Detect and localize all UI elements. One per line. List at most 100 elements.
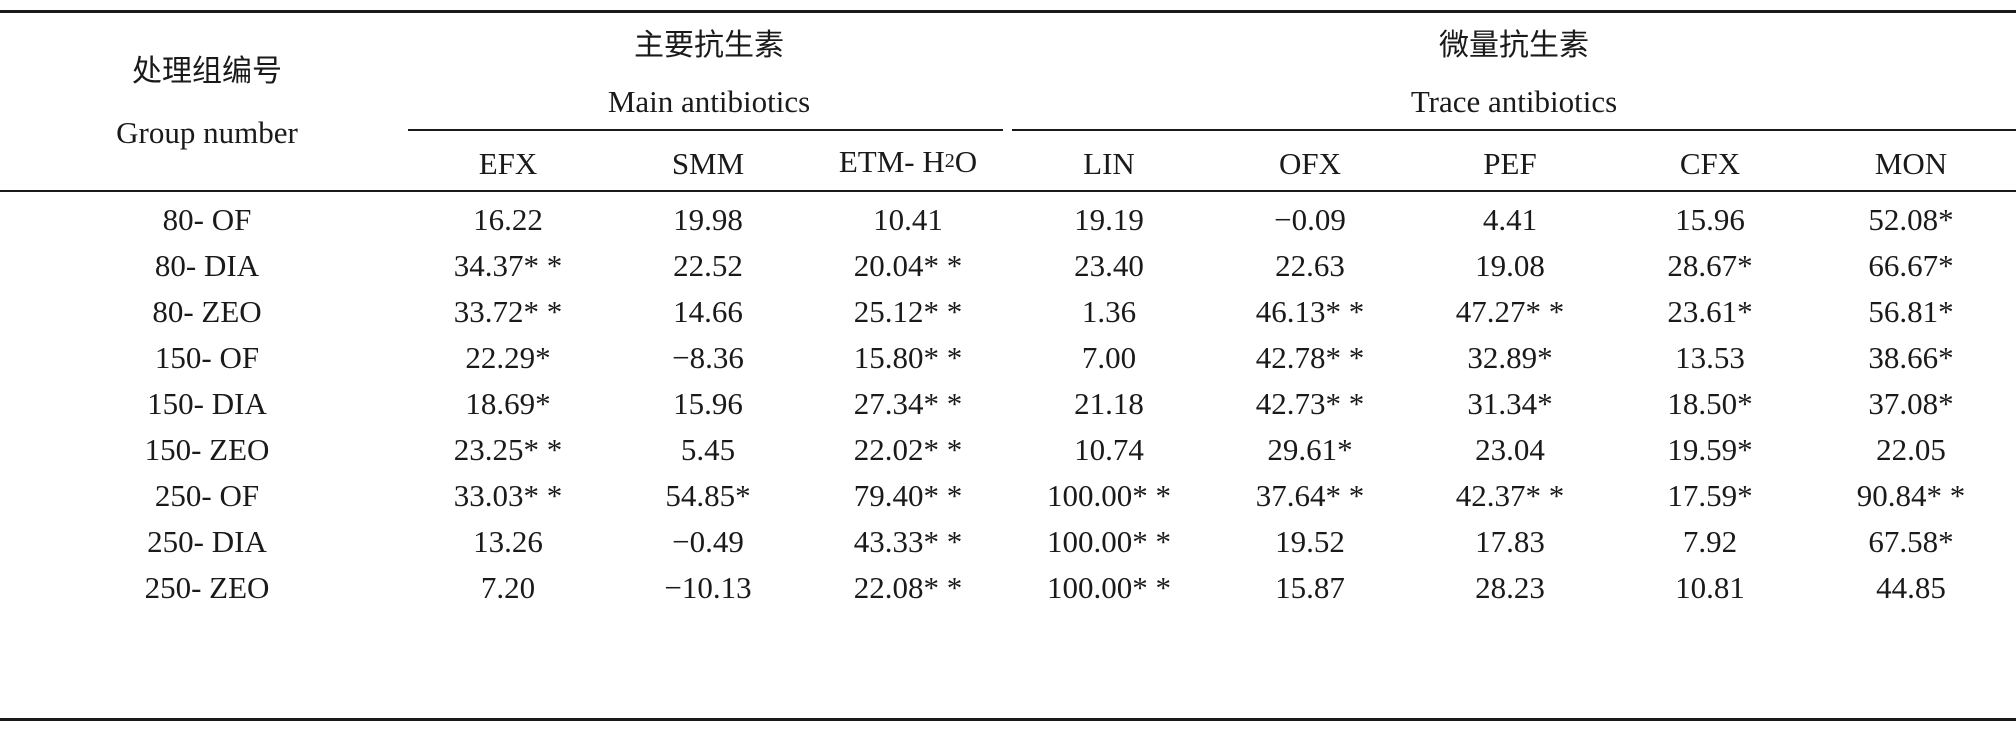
value-cell: 22.05 (1876, 432, 1946, 467)
value-cell: 22.63 (1275, 247, 1345, 283)
value-cell: 100.00* * (1047, 478, 1171, 514)
value-cell: 17.83 (1475, 524, 1545, 560)
value-cell: 100.00* * (1047, 570, 1171, 606)
value-cell: 28.67* (1667, 247, 1753, 283)
value-cell: 42.37* * (1455, 478, 1565, 514)
value-cell: 25.12* * (853, 293, 963, 329)
group-cell: 150- DIA (147, 385, 267, 421)
value-cell: 43.33* * (853, 524, 963, 560)
value-cell: 32.89* (1467, 339, 1553, 375)
value-cell: 28.23 (1475, 570, 1545, 606)
value-cell: 13.26 (473, 524, 543, 560)
value-cell: 15.80* * (853, 339, 963, 375)
value-cell: 23.61* (1667, 293, 1753, 329)
col-mon: MON (1874, 145, 1948, 181)
col-cfx: CFX (1679, 145, 1741, 181)
col-etm-suffix: O (954, 143, 978, 179)
value-cell: 66.67* (1868, 247, 1954, 283)
value-cell: 37.08* (1868, 385, 1954, 421)
value-cell: −8.36 (672, 339, 744, 375)
value-cell: 15.96 (673, 385, 743, 421)
value-cell: 67.58* (1868, 524, 1954, 560)
header-bottom-rule (0, 190, 2016, 192)
main-group-rule (408, 129, 1003, 131)
value-cell: 37.64* * (1255, 478, 1365, 514)
value-cell: 100.00* * (1047, 524, 1171, 560)
value-cell: 15.87 (1275, 570, 1345, 606)
group-cell: 150- OF (154, 339, 260, 375)
value-cell: 7.20 (480, 570, 536, 606)
value-cell: 46.13* * (1255, 293, 1365, 329)
group-cell: 150- ZEO (144, 432, 270, 467)
value-cell: −0.49 (672, 524, 744, 560)
value-cell: 34.37* * (453, 247, 563, 283)
value-cell: 18.69* (465, 385, 551, 421)
value-cell: 19.52 (1275, 524, 1345, 560)
value-cell: 22.29* (465, 339, 551, 375)
value-cell: −10.13 (664, 570, 752, 606)
value-cell: 44.85 (1876, 570, 1946, 606)
group-cell: 250- DIA (147, 524, 267, 560)
value-cell: 54.85* (665, 478, 751, 514)
value-cell: 47.27* * (1455, 293, 1565, 329)
col-pef: PEF (1483, 145, 1537, 181)
value-cell: 4.41 (1482, 201, 1538, 237)
group-cell: 80- OF (162, 201, 252, 237)
value-cell: 22.08* * (853, 570, 963, 606)
value-cell: 16.22 (473, 201, 543, 237)
trace-antibiotics-cn: 微量抗生素 (1439, 28, 1589, 63)
value-cell: 21.18 (1074, 385, 1144, 421)
value-cell: 33.03* * (453, 478, 563, 514)
col-lin: LIN (1083, 145, 1135, 181)
group-cell: 80- DIA (154, 247, 260, 283)
value-cell: 23.25* * (453, 432, 563, 467)
value-cell: 5.45 (680, 432, 736, 467)
top-rule (0, 10, 2016, 13)
bottom-rule (0, 718, 2016, 721)
value-cell: −0.09 (1274, 201, 1346, 237)
main-antibiotics-en: Main antibiotics (607, 83, 811, 119)
value-cell: 42.73* * (1255, 385, 1365, 421)
value-cell: 27.34* * (853, 385, 963, 421)
value-cell: 10.81 (1675, 570, 1745, 606)
value-cell: 29.61* (1267, 432, 1353, 467)
value-cell: 14.66 (673, 293, 743, 329)
value-cell: 42.78* * (1255, 339, 1365, 375)
value-cell: 23.40 (1074, 247, 1144, 283)
value-cell: 33.72* * (453, 293, 563, 329)
value-cell: 79.40* * (853, 478, 963, 514)
value-cell: 19.98 (673, 201, 743, 237)
value-cell: 52.08* (1868, 201, 1954, 237)
col-etm-label: ETM- H (838, 143, 945, 179)
group-header-cn: 处理组编号 (132, 54, 282, 89)
value-cell: 13.53 (1675, 339, 1745, 375)
trace-group-rule (1012, 129, 2016, 131)
col-ofx: OFX (1278, 145, 1341, 181)
value-cell: 19.08 (1475, 247, 1545, 283)
value-cell: 7.00 (1081, 339, 1137, 375)
value-cell: 19.19 (1074, 201, 1144, 237)
group-cell: 80- ZEO (152, 293, 262, 329)
value-cell: 31.34* (1467, 385, 1553, 421)
value-cell: 38.66* (1868, 339, 1954, 375)
value-cell: 10.41 (873, 201, 943, 237)
value-cell: 18.50* (1667, 385, 1753, 421)
value-cell: 90.84* * (1856, 478, 1966, 514)
value-cell: 19.59* (1667, 432, 1753, 467)
value-cell: 1.36 (1081, 293, 1137, 329)
col-efx: EFX (478, 145, 538, 181)
value-cell: 10.74 (1074, 432, 1144, 467)
value-cell: 7.92 (1682, 524, 1738, 560)
trace-antibiotics-en: Trace antibiotics (1410, 83, 1618, 119)
value-cell: 15.96 (1675, 201, 1745, 237)
value-cell: 17.59* (1667, 478, 1753, 514)
value-cell: 22.52 (673, 247, 743, 283)
value-cell: 23.04 (1475, 432, 1545, 467)
col-smm: SMM (671, 145, 745, 181)
group-cell: 250- OF (154, 478, 260, 514)
value-cell: 56.81* (1868, 293, 1954, 329)
value-cell: 20.04* * (853, 247, 963, 283)
value-cell: 22.02* * (853, 432, 963, 467)
group-cell: 250- ZEO (144, 570, 270, 606)
